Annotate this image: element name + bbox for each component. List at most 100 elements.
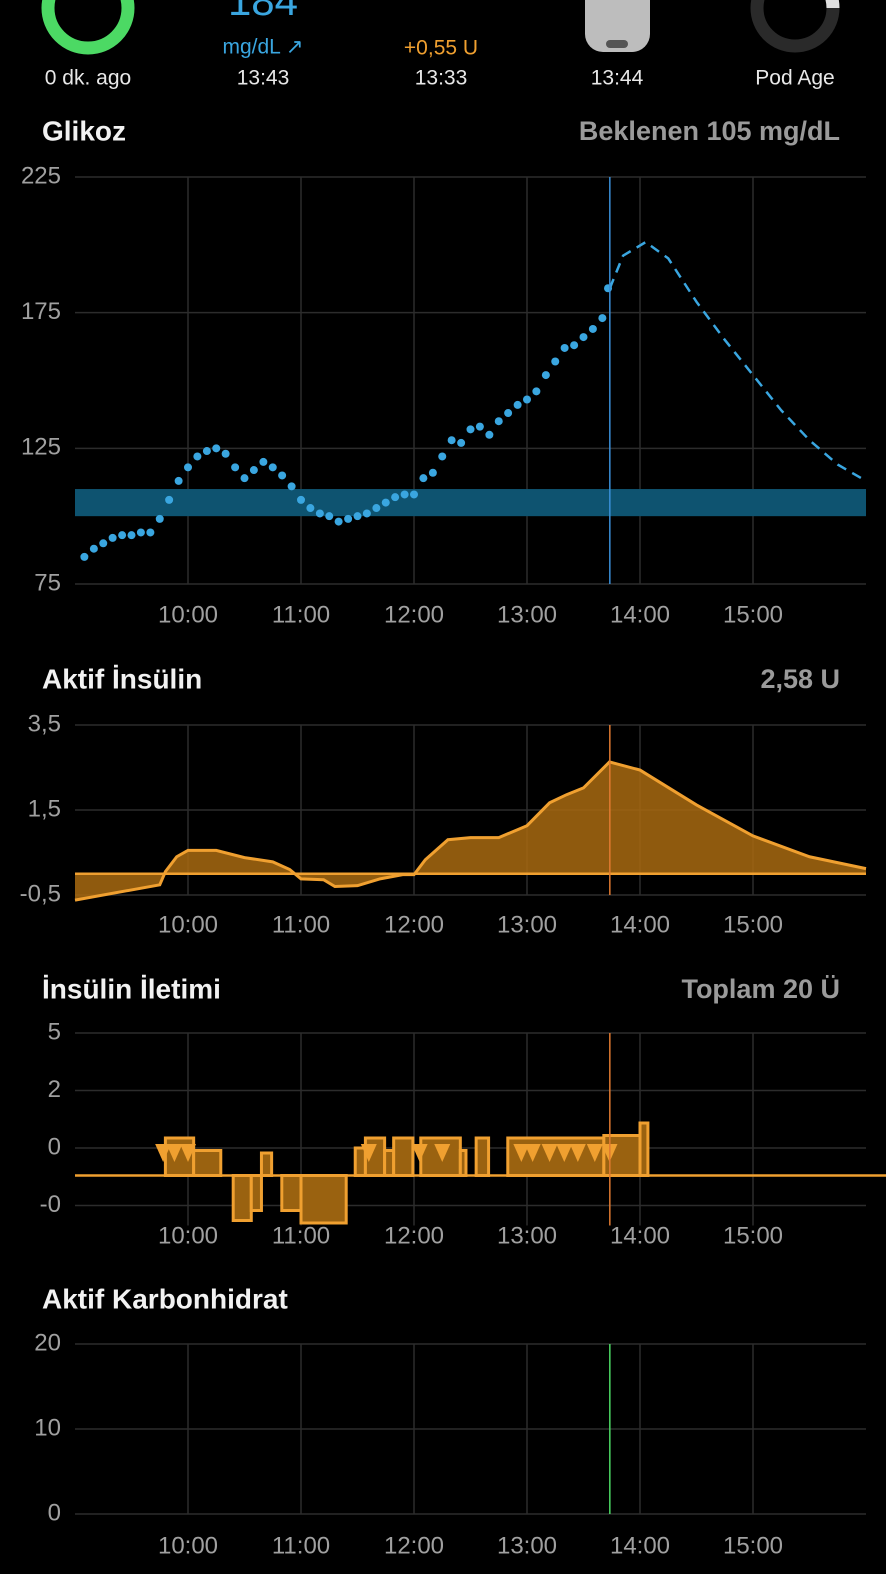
x-tick-label: 13:00 [497, 1532, 557, 1559]
glucose-dot [532, 387, 541, 396]
bolus-marker [434, 1144, 451, 1162]
chart-title: Aktif İnsülin [42, 663, 202, 694]
glucose-dot [297, 495, 305, 504]
glucose-dot [353, 512, 362, 521]
chart-title: İnsülin İletimi [42, 973, 221, 1004]
x-tick-label: 14:00 [610, 601, 670, 628]
x-tick-label: 13:00 [497, 911, 557, 938]
y-tick-label: -0 [40, 1191, 61, 1218]
glucose-dot [212, 444, 221, 453]
loop-label: 0 dk. ago [45, 67, 131, 90]
x-tick-label: 10:00 [158, 1532, 218, 1559]
glucose-dot [513, 400, 522, 409]
glucose-dot [494, 417, 503, 426]
glucose-dot [136, 528, 145, 537]
basal-bar [392, 1136, 415, 1177]
glucose-unit: mg/dL ↗ [222, 36, 303, 59]
y-tick-label: 0 [48, 1133, 61, 1160]
bolus-marker [569, 1144, 586, 1162]
glucose-dot [372, 504, 381, 513]
glucose-dot [457, 438, 466, 447]
glucose-dot [268, 463, 277, 472]
glucose-dot [551, 357, 560, 366]
x-tick-label: 12:00 [384, 601, 444, 628]
glucose-dot [344, 514, 353, 523]
basal-bar [259, 1151, 274, 1177]
chart-title: Aktif Karbonhidrat [42, 1283, 288, 1314]
insulin-area [75, 761, 866, 901]
glucose-dot [325, 512, 334, 521]
x-tick-label: 12:00 [384, 1222, 444, 1249]
loop-ring [41, 0, 135, 55]
glucose-dot [334, 517, 343, 526]
chart-subtitle: Beklenen 105 mg/dL [579, 116, 840, 146]
glucose-dot [202, 447, 211, 456]
glucose-dot [541, 371, 550, 380]
y-tick-label: -0,5 [20, 880, 61, 907]
y-tick-label: 225 [21, 162, 61, 189]
glucose-dot [127, 531, 136, 540]
x-tick-label: 11:00 [272, 1222, 330, 1249]
glucose-dot [570, 341, 579, 350]
x-tick-label: 14:00 [610, 1222, 670, 1249]
y-tick-label: 5 [48, 1018, 61, 1045]
glucose-dot [391, 493, 400, 502]
glucose-dot [475, 422, 484, 431]
chart-subtitle: Toplam 20 Ü [681, 974, 840, 1004]
glucose-dot [108, 533, 117, 542]
pump-time: 13:44 [591, 67, 644, 90]
basal-bar [353, 1146, 367, 1177]
bolus-marker [360, 1144, 377, 1162]
glucose-dot [447, 436, 456, 445]
y-tick-label: 3,5 [28, 710, 61, 737]
glucose-dot [381, 498, 390, 507]
glucose-dot [485, 430, 494, 439]
glucose-dot [306, 504, 315, 513]
x-tick-label: 15:00 [723, 601, 783, 628]
basal-bar [192, 1149, 223, 1177]
pod-age-label: Pod Age [755, 67, 834, 90]
x-tick-label: 11:00 [272, 1532, 330, 1559]
bolus-marker [524, 1144, 541, 1162]
pod-ring-fill [825, 0, 840, 9]
glucose-dot [428, 468, 437, 477]
glucose-dot [259, 457, 268, 466]
glucose-dot [278, 471, 287, 480]
y-tick-label: 20 [34, 1329, 61, 1356]
glucose-dot [579, 333, 588, 342]
y-tick-label: 0 [48, 1499, 61, 1526]
y-tick-label: 125 [21, 434, 61, 461]
bolus-marker [155, 1144, 172, 1162]
glucose-dot [315, 509, 324, 518]
bolus-value: +0,55 U [404, 37, 478, 60]
glucose-dot [560, 343, 569, 352]
glucose-dot [523, 395, 531, 404]
pump-icon [585, 0, 650, 52]
glucose-dot [174, 476, 183, 485]
x-tick-label: 11:00 [272, 911, 330, 938]
x-tick-label: 13:00 [497, 1222, 557, 1249]
glucose-dot [165, 495, 174, 504]
glucose-dot [155, 514, 164, 523]
glucose-dot [287, 482, 296, 491]
glucose-dot [438, 452, 447, 461]
basal-bar [474, 1136, 491, 1177]
glucose-dot [466, 425, 475, 434]
x-tick-label: 15:00 [723, 1222, 783, 1249]
x-tick-label: 14:00 [610, 1532, 670, 1559]
y-tick-label: 2 [48, 1076, 61, 1103]
glucose-dot [400, 490, 409, 499]
glucose-dot [504, 409, 513, 418]
glucose-dot [118, 531, 127, 540]
basal-bar [638, 1121, 650, 1177]
x-tick-label: 10:00 [158, 911, 218, 938]
glucose-dot [231, 463, 240, 472]
glucose-value: 184 [228, 0, 298, 24]
y-tick-label: 75 [34, 569, 61, 596]
glucose-dot [588, 324, 597, 333]
target-range [75, 489, 866, 517]
bolus-marker [513, 1144, 530, 1162]
glucose-dot [598, 314, 607, 323]
glucose-dot [419, 474, 428, 483]
